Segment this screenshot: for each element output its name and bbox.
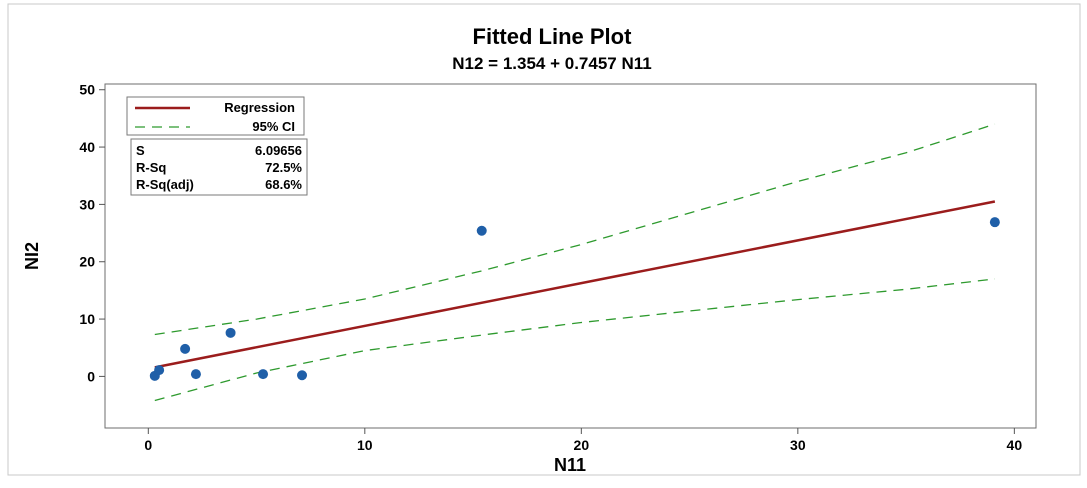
legend: Regression 95% CI [126,96,305,136]
stat-rsq-adj-value: 68.6% [265,177,302,192]
data-point [180,343,191,354]
y-tick-label: 20 [79,254,95,270]
ci-lower-line [154,278,995,402]
chart-title: Fitted Line Plot [473,24,633,49]
data-point [154,365,165,376]
ci-upper-line [154,123,996,336]
data-point [476,225,487,236]
y-tick-label: 0 [87,368,95,384]
plot-area-border [104,83,1037,429]
regression-line [154,200,996,369]
data-point [258,369,269,380]
y-axis-label: NI2 [22,242,42,270]
stat-rsq-adj-label: R-Sq(adj) [136,177,194,192]
data-point [297,370,308,381]
data-point [190,369,201,380]
x-tick-label: 40 [1007,437,1023,453]
y-tick-label: 30 [79,196,95,212]
x-tick-label: 30 [790,437,806,453]
stats-box: S 6.09656 R-Sq 72.5% R-Sq(adj) 68.6% [130,138,308,196]
y-tick-label: 50 [79,82,95,98]
x-tick-label: 20 [574,437,590,453]
chart-subtitle: N12 = 1.354 + 0.7457 N11 [452,54,651,73]
legend-regression-label: Regression [224,100,295,115]
legend-box [126,96,305,136]
data-point [225,327,236,338]
stats-box-frame [130,138,308,196]
x-tick-label: 0 [144,437,152,453]
y-tick-label: 10 [79,311,95,327]
y-axis: 0 10 20 30 40 50 [79,82,105,384]
x-axis: 0 10 20 30 40 [144,428,1022,453]
stat-s-value: 6.09656 [255,143,302,158]
data-point [989,217,1000,228]
stat-rsq-label: R-Sq [136,160,166,175]
regression-line-group [154,200,996,369]
data-points [149,217,1000,381]
legend-ci-label: 95% CI [252,119,295,134]
figure-frame [7,3,1081,476]
x-tick-label: 10 [357,437,373,453]
stat-s-label: S [136,143,145,158]
confidence-interval-lines [154,123,996,402]
y-tick-label: 40 [79,139,95,155]
x-axis-label: N11 [554,455,586,475]
stat-rsq-value: 72.5% [265,160,302,175]
